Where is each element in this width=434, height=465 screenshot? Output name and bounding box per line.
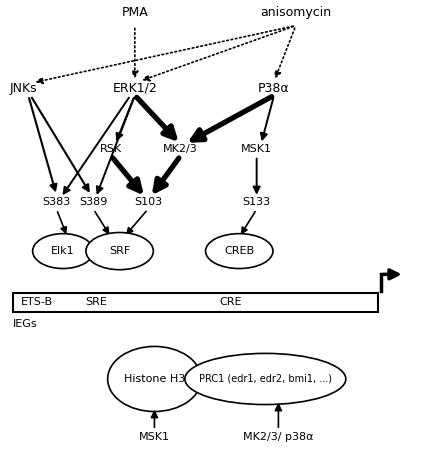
Text: JNKs: JNKs: [10, 82, 38, 95]
Text: MSK1: MSK1: [138, 432, 170, 443]
Ellipse shape: [184, 353, 345, 405]
Ellipse shape: [86, 232, 153, 270]
Text: CREB: CREB: [224, 246, 254, 256]
Ellipse shape: [33, 233, 93, 269]
Text: S383: S383: [43, 197, 70, 207]
Text: S103: S103: [134, 197, 161, 207]
Text: MK2/3: MK2/3: [163, 144, 197, 154]
Text: PMA: PMA: [121, 6, 148, 19]
Text: SRE: SRE: [85, 297, 106, 307]
Ellipse shape: [108, 346, 201, 412]
Text: P38α: P38α: [258, 82, 289, 95]
Text: SRF: SRF: [109, 246, 130, 256]
Text: Elk1: Elk1: [51, 246, 75, 256]
Text: PRC1 (edr1, edr2, bmi1, ...): PRC1 (edr1, edr2, bmi1, ...): [198, 374, 331, 384]
Text: anisomycin: anisomycin: [260, 6, 331, 19]
Text: RSK: RSK: [100, 144, 122, 154]
Text: MSK1: MSK1: [240, 144, 272, 154]
Text: ETS-B: ETS-B: [21, 297, 53, 307]
Text: IEGs: IEGs: [13, 319, 38, 329]
Text: CRE: CRE: [219, 297, 241, 307]
Text: Histone H3: Histone H3: [124, 374, 184, 384]
Text: ERK1/2: ERK1/2: [112, 82, 157, 95]
Text: S389: S389: [79, 197, 108, 207]
Ellipse shape: [205, 233, 273, 269]
FancyBboxPatch shape: [13, 293, 378, 312]
Text: S133: S133: [242, 197, 270, 207]
Text: MK2/3/ p38α: MK2/3/ p38α: [243, 432, 313, 443]
